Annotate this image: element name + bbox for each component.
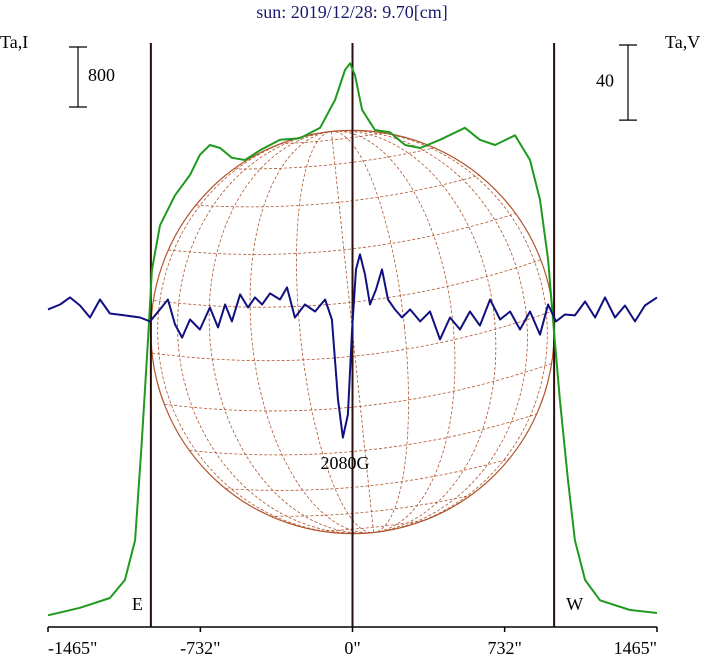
parallel — [270, 494, 472, 517]
x-tick-label: 1465" — [614, 638, 657, 658]
parallel — [151, 310, 554, 362]
scale-bar-label: 800 — [88, 65, 115, 85]
parallel — [225, 458, 510, 491]
parallel — [233, 147, 435, 170]
parallel — [280, 132, 385, 145]
parallel — [320, 519, 425, 532]
parallel — [189, 413, 537, 456]
x-tick-label: -732" — [180, 638, 220, 658]
y2-axis-label: Ta,V — [665, 32, 700, 52]
y-axis-label: Ta,I — [0, 32, 28, 52]
x-tick-label: -1465" — [48, 638, 97, 658]
limb-label: W — [566, 594, 583, 614]
scale-bar-label: 40 — [596, 71, 614, 91]
parallel — [153, 259, 541, 308]
parallel — [168, 213, 516, 255]
series-line — [47, 253, 658, 439]
x-tick-label: 732" — [487, 638, 521, 658]
annotation: 2080G — [321, 453, 370, 473]
parallel — [164, 363, 552, 412]
series-line — [47, 62, 658, 617]
parallel — [195, 174, 480, 208]
chart-title: sun: 2019/12/28: 9.70[cm] — [256, 2, 448, 22]
x-tick-label: 0" — [344, 638, 360, 658]
limb-label: E — [132, 594, 143, 614]
